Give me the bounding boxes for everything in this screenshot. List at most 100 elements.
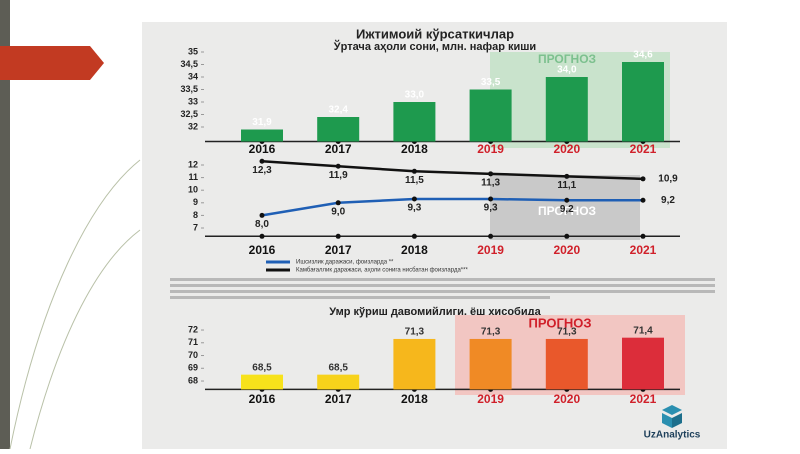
y-tick-label: 34 — [188, 71, 198, 81]
value-label: 9,0 — [331, 206, 345, 217]
value-label: 9,2 — [560, 204, 574, 215]
y-tick-label: 35 — [188, 46, 198, 56]
x-tick-label: 2016 — [249, 243, 276, 257]
series-line — [261, 159, 644, 181]
decor-lines — [9, 159, 141, 450]
y-tick-label: 68 — [188, 375, 198, 385]
value-label: 11,1 — [557, 180, 576, 191]
y-tick-label: 11 — [188, 172, 198, 182]
x-tick-label: 2021 — [630, 243, 657, 257]
bar — [317, 374, 360, 390]
axis-dot — [335, 233, 341, 239]
logo-icon — [662, 405, 682, 428]
value-label: 31,9 — [252, 117, 272, 128]
value-label: 71,4 — [633, 325, 653, 336]
forecast-label: ПРОГНОЗ — [538, 52, 596, 66]
value-label: 71,3 — [405, 327, 425, 338]
legend-label: Ишсизлик даражаси, фоизларда ** — [296, 260, 394, 266]
value-label: 9,3 — [484, 203, 498, 214]
point — [259, 158, 265, 164]
x-tick-label: 2019 — [477, 142, 504, 156]
point — [640, 176, 646, 182]
y-tick-label: 12 — [188, 159, 198, 169]
value-label: 12,3 — [252, 165, 272, 176]
point — [411, 168, 417, 174]
bar — [545, 338, 588, 390]
axis-dot — [259, 233, 265, 239]
point — [488, 196, 494, 202]
value-label: 34,6 — [633, 50, 653, 61]
y-tick-label: 10 — [188, 185, 198, 195]
forecast-label: ПРОГНОЗ — [529, 315, 592, 330]
legend-label: Камбағаллик даражаси, аҳоли сонига нисба… — [296, 268, 468, 274]
bar — [469, 338, 512, 390]
series-line — [261, 197, 643, 217]
value-label: 33,0 — [405, 90, 425, 101]
axis-dot — [411, 233, 417, 239]
chart-title: Ижтимоий кўрсаткичлар — [356, 26, 514, 41]
point — [411, 196, 417, 202]
x-tick-label: 2016 — [249, 392, 276, 406]
x-tick-label: 2021 — [630, 392, 657, 406]
axis-dot — [488, 233, 494, 239]
point — [335, 200, 341, 206]
y-tick-label: 33,5 — [180, 84, 198, 94]
bar — [622, 62, 664, 142]
y-tick-label: 8 — [193, 210, 198, 220]
x-tick-label: 2016 — [249, 142, 276, 156]
x-tick-label: 2017 — [325, 243, 352, 257]
value-label: 68,5 — [252, 362, 272, 373]
y-tick-label: 69 — [188, 363, 198, 373]
bar — [622, 337, 664, 390]
x-tick-label: 2021 — [630, 142, 657, 156]
value-label: 9,2 — [661, 195, 675, 206]
point — [564, 197, 570, 203]
point — [564, 173, 570, 179]
value-label: 71,3 — [481, 327, 501, 338]
x-tick-label: 2018 — [401, 142, 428, 156]
point — [640, 197, 646, 203]
x-tick-label: 2020 — [553, 392, 580, 406]
value-label: 11,5 — [405, 175, 424, 186]
axis-dot — [564, 233, 570, 239]
y-tick-label: 32,5 — [180, 109, 198, 119]
value-label: 11,9 — [329, 170, 348, 181]
y-tick-label: 34,5 — [180, 59, 198, 69]
bar — [393, 338, 436, 390]
chart-subtitle: Ўртача аҳоли сони, млн. нафар киши — [333, 40, 536, 53]
y-tick-label: 70 — [188, 350, 198, 360]
bar — [317, 117, 360, 142]
bar — [393, 102, 436, 142]
y-tick-label: 33 — [188, 96, 198, 106]
point — [488, 171, 494, 177]
x-tick-label: 2020 — [553, 142, 580, 156]
logo-text: UzAnalytics — [644, 430, 701, 441]
bar — [241, 129, 283, 142]
bar — [469, 89, 512, 142]
value-label: 9,3 — [407, 203, 421, 214]
value-label: 11,3 — [481, 177, 500, 188]
y-tick-label: 32 — [188, 121, 198, 131]
x-tick-label: 2018 — [401, 243, 428, 257]
y-tick-label: 71 — [188, 337, 198, 347]
point — [335, 163, 341, 169]
x-tick-label: 2019 — [477, 243, 504, 257]
arrow-shape — [0, 46, 104, 80]
x-tick-label: 2020 — [553, 243, 580, 257]
bar — [241, 374, 283, 390]
axis-dot — [640, 233, 646, 239]
value-label: 34,0 — [557, 65, 577, 76]
value-label: 10,9 — [658, 174, 678, 185]
value-label: 71,3 — [557, 327, 577, 338]
x-tick-label: 2017 — [325, 392, 352, 406]
forecast-region — [490, 175, 640, 240]
left-stripe — [0, 0, 10, 449]
x-tick-label: 2019 — [477, 392, 504, 406]
value-label: 8,0 — [255, 219, 269, 230]
y-tick-label: 9 — [193, 197, 198, 207]
notes — [170, 278, 715, 299]
forecast-label: ПРОГНОЗ — [538, 204, 596, 218]
x-tick-label: 2017 — [325, 142, 352, 156]
value-label: 33,5 — [481, 77, 501, 88]
